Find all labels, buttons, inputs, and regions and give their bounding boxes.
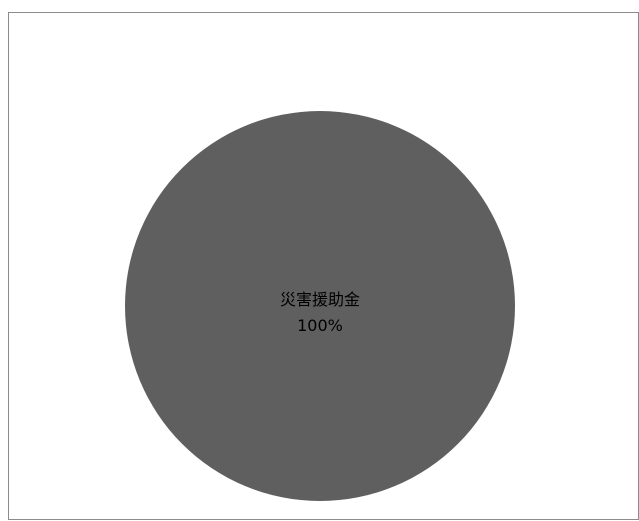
slice-label-category: 災害援助金 (280, 290, 360, 309)
pie-labels: 災害援助金 100% (280, 290, 360, 335)
pie-slices (125, 111, 515, 501)
pie-chart: 災害援助金 100% (125, 111, 515, 501)
chart-frame: 災害援助金 100% (8, 12, 639, 520)
pie-slice-0 (125, 111, 515, 501)
slice-label-percent: 100% (297, 316, 343, 335)
